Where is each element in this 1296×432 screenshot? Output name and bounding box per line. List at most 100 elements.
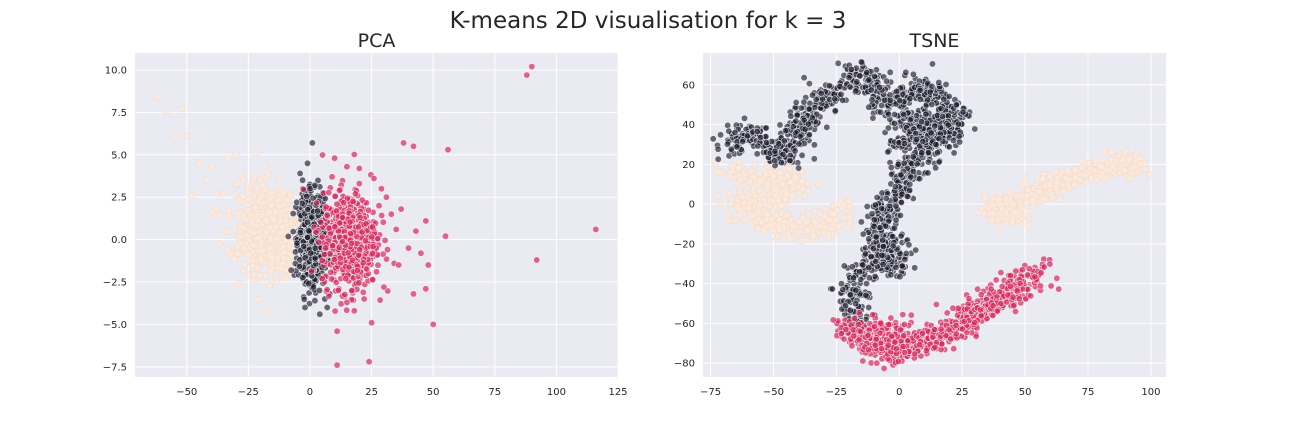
tsne-cluster-1-point xyxy=(849,274,857,282)
tsne-cluster-0-point xyxy=(1053,178,1061,186)
pca-cluster-1-point xyxy=(313,207,321,215)
tsne-cluster-0-point xyxy=(767,221,775,229)
pca-cluster-1-point xyxy=(304,206,312,214)
tsne-cluster-1-point xyxy=(823,123,831,131)
tsne-cluster-1-point xyxy=(935,158,943,166)
pca-cluster-0-point xyxy=(270,216,278,224)
tsne-cluster-1-point xyxy=(878,205,886,213)
pca-cluster-2-point xyxy=(417,249,425,257)
pca-cluster-0-point xyxy=(245,195,253,203)
tsne-cluster-0-point xyxy=(772,192,780,200)
tsne-cluster-1-point xyxy=(898,262,906,270)
tsne-cluster-1-point xyxy=(877,108,885,116)
pca-cluster-2-point xyxy=(331,223,339,231)
pca-cluster-2-point xyxy=(348,286,356,294)
tsne-cluster-0-point xyxy=(713,168,721,176)
tsne-cluster-1-point xyxy=(865,76,873,84)
tsne-cluster-1-point xyxy=(798,151,806,159)
pca-cluster-2-point xyxy=(344,249,352,257)
tsne-cluster-1-point xyxy=(876,224,884,232)
pca-cluster-1-point xyxy=(309,194,317,202)
tsne-cluster-1-point xyxy=(869,114,877,122)
tsne-cluster-0-point xyxy=(996,226,1004,234)
pca-cluster-0-point xyxy=(207,163,215,171)
pca-cluster-2-point xyxy=(444,146,452,154)
pca-cluster-0-point xyxy=(256,272,264,280)
pca-cluster-0-point xyxy=(236,239,244,247)
tsne-cluster-1-point xyxy=(882,194,890,202)
tsne-cluster-1-point xyxy=(852,286,860,294)
tsne-cluster-0-point xyxy=(1017,221,1025,229)
tsne-cluster-1-point xyxy=(931,122,939,130)
tsne-cluster-0-point xyxy=(1101,175,1109,183)
pca-cluster-2-point xyxy=(335,186,343,194)
pca-cluster-0-point xyxy=(244,250,252,258)
tsne-cluster-1-point xyxy=(805,105,813,113)
pca-plot-title: PCA xyxy=(358,30,396,52)
pca-cluster-2-point xyxy=(332,278,340,286)
tsne-cluster-0-point xyxy=(794,183,802,191)
pca-axes-background xyxy=(135,53,618,377)
tsne-cluster-2-point xyxy=(992,276,1000,284)
tsne-cluster-2-point xyxy=(869,311,877,319)
tsne-cluster-1-point xyxy=(762,124,770,132)
tsne-cluster-1-point xyxy=(909,167,917,175)
pca-cluster-2-point xyxy=(359,288,367,296)
tsne-cluster-0-point xyxy=(725,210,733,218)
tsne-cluster-1-point xyxy=(872,233,880,241)
tsne-cluster-0-point xyxy=(1146,171,1154,179)
tsne-cluster-1-point xyxy=(865,235,873,243)
pca-cluster-0-point xyxy=(247,211,255,219)
tsne-cluster-1-point xyxy=(935,135,943,143)
tsne-cluster-0-point xyxy=(1070,181,1078,189)
tsne-cluster-1-point xyxy=(918,149,926,157)
tsne-cluster-0-point xyxy=(1021,173,1029,181)
pca-cluster-2-point xyxy=(349,256,357,264)
tsne-points xyxy=(709,58,1154,372)
tsne-cluster-1-point xyxy=(903,192,911,200)
tsne-cluster-0-point xyxy=(974,209,982,217)
tsne-cluster-0-point xyxy=(1131,162,1139,170)
tsne-cluster-1-point xyxy=(808,114,816,122)
tsne-cluster-0-point xyxy=(791,174,799,182)
pca-cluster-2-point xyxy=(318,233,326,241)
tsne-cluster-1-point xyxy=(945,143,953,151)
tsne-cluster-0-point xyxy=(1017,181,1025,189)
pca-cluster-2-point xyxy=(333,200,341,208)
tsne-cluster-0-point xyxy=(1098,163,1106,171)
tsne-cluster-1-point xyxy=(871,201,879,209)
pca-cluster-1-point xyxy=(289,210,297,218)
pca-cluster-1-point xyxy=(296,169,304,177)
pca-cluster-0-point xyxy=(188,192,196,200)
pca-cluster-2-point xyxy=(330,256,338,264)
tsne-cluster-0-point xyxy=(1108,162,1116,170)
tsne-cluster-1-point xyxy=(771,147,779,155)
pca-x-tick-label: 100 xyxy=(547,387,566,398)
tsne-cluster-0-point xyxy=(1039,175,1047,183)
tsne-cluster-0-point xyxy=(769,173,777,181)
pca-cluster-0-point xyxy=(254,217,262,225)
tsne-cluster-0-point xyxy=(1023,192,1031,200)
tsne-cluster-1-point xyxy=(896,97,904,105)
pca-cluster-2-point xyxy=(325,189,333,197)
pca-cluster-0-point xyxy=(265,281,273,289)
tsne-cluster-0-point xyxy=(803,218,811,226)
pca-cluster-0-point xyxy=(235,280,243,288)
pca-cluster-0-point xyxy=(255,295,263,303)
pca-cluster-2-point xyxy=(328,242,336,250)
tsne-cluster-1-point xyxy=(856,72,864,80)
pca-cluster-0-point xyxy=(239,212,247,220)
tsne-cluster-1-point xyxy=(884,148,892,156)
pca-y-tick-label: 10.0 xyxy=(105,65,127,76)
pca-cluster-2-point xyxy=(315,238,323,246)
pca-cluster-0-point xyxy=(266,224,274,232)
pca-cluster-2-point xyxy=(387,210,395,218)
tsne-cluster-1-point xyxy=(805,80,813,88)
tsne-cluster-1-point xyxy=(725,127,733,135)
tsne-cluster-0-point xyxy=(776,226,784,234)
tsne-cluster-1-point xyxy=(928,82,936,90)
tsne-cluster-0-point xyxy=(1023,212,1031,220)
pca-cluster-0-point xyxy=(281,274,289,282)
pca-cluster-1-point xyxy=(303,193,311,201)
pca-cluster-2-point xyxy=(341,290,349,298)
